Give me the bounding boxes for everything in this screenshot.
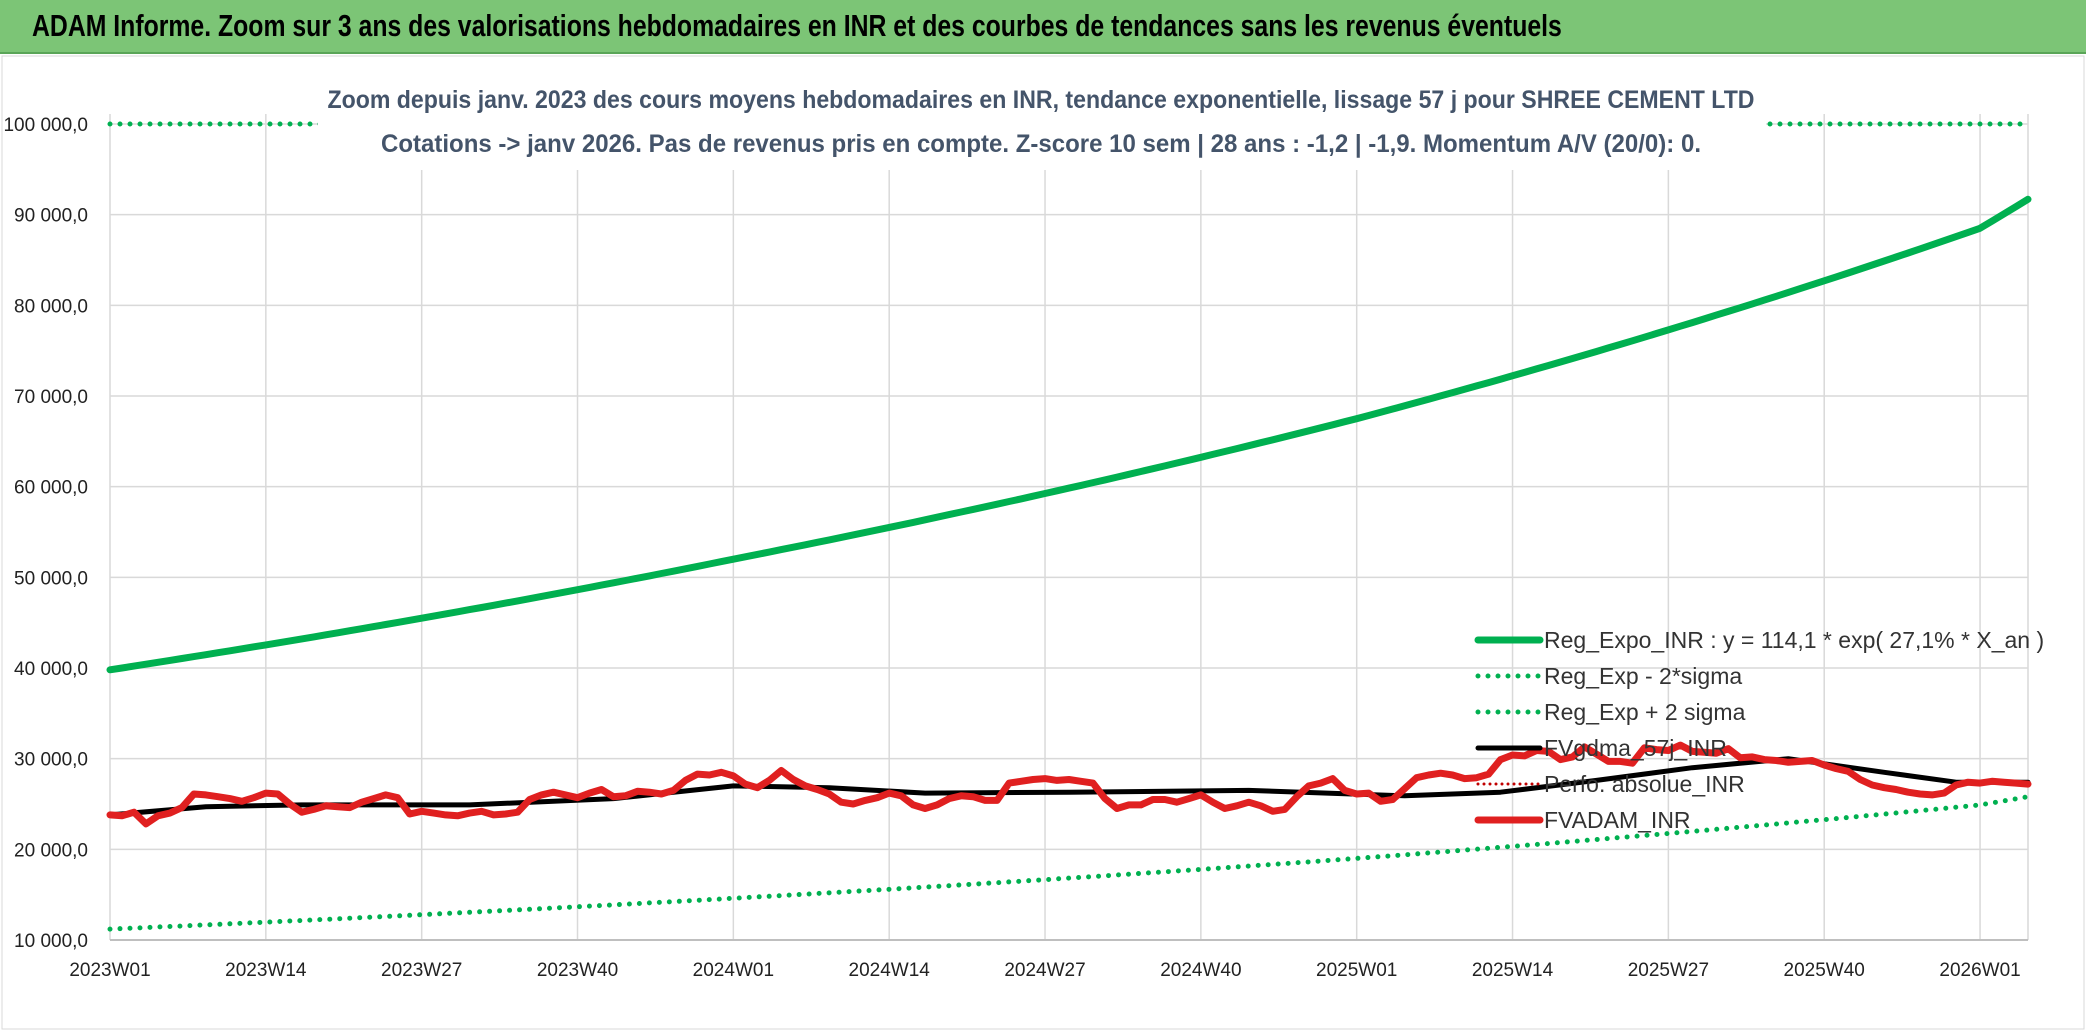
y-tick-label: 30 000,0 — [14, 750, 88, 771]
y-tick-label: 60 000,0 — [14, 478, 88, 499]
x-tick-label: 2024W01 — [693, 960, 774, 981]
series-line-1 — [106, 195, 2032, 674]
axes: 10 000,0 20 000,0 30 000,0 40 000,0 50 000,0… — [3, 115, 2028, 981]
x-tick-label: 2025W40 — [1784, 960, 1865, 981]
x-tick-label: 2024W27 — [1004, 960, 1085, 981]
y-tick-label: 80 000,0 — [14, 296, 88, 317]
x-tick-label: 2025W27 — [1628, 960, 1709, 981]
x-tick-label: 2024W40 — [1160, 960, 1241, 981]
series-layer — [106, 121, 2032, 932]
y-tick-label: 40 000,0 — [14, 659, 88, 680]
series-line-2 — [107, 794, 2031, 932]
x-tick-label: 2026W01 — [1939, 960, 2020, 981]
x-tick-label: 2023W27 — [381, 960, 462, 981]
x-tick-label: 2024W14 — [849, 960, 931, 981]
legend: Reg_Expo_INR : y = 114,1 * exp( 27,1% * … — [1474, 627, 2044, 833]
x-tick-label: 2023W40 — [537, 960, 618, 981]
x-tick-label: 2025W01 — [1316, 960, 1397, 981]
legend-label: Reg_Exp + 2 sigma — [1544, 699, 1746, 725]
legend-label: Perfo. absolue_INR — [1544, 771, 1745, 797]
chart-title: Zoom depuis janv. 2023 des cours moyens … — [328, 86, 1755, 114]
x-tick-label: 2025W14 — [1472, 960, 1554, 981]
y-tick-label: 100 000,0 — [3, 115, 88, 136]
x-tick-label: 2023W01 — [69, 960, 150, 981]
chart-title-box — [318, 74, 1766, 170]
x-tick-label: 2023W14 — [225, 960, 307, 981]
legend-label: FVgdma_57j_INR — [1544, 735, 1727, 761]
legend-label: Reg_Expo_INR : y = 114,1 * exp( 27,1% * … — [1544, 627, 2044, 653]
y-tick-label: 10 000,0 — [14, 931, 88, 952]
legend-label: Reg_Exp - 2*sigma — [1544, 663, 1742, 689]
legend-label: FVADAM_INR — [1544, 807, 1691, 833]
y-tick-label: 90 000,0 — [14, 206, 88, 227]
chart-subtitle: Cotations -> janv 2026. Pas de revenus p… — [381, 130, 1701, 158]
y-tick-label: 70 000,0 — [14, 387, 88, 408]
y-tick-label: 20 000,0 — [14, 840, 88, 861]
y-tick-label: 50 000,0 — [14, 568, 88, 589]
page-title: ADAM Informe. Zoom sur 3 ans des valoris… — [32, 8, 1562, 43]
header-bar: ADAM Informe. Zoom sur 3 ans des valoris… — [0, 0, 2086, 54]
series-line-6 — [106, 741, 2032, 828]
line-chart: 10 000,0 20 000,0 30 000,0 40 000,0 50 000,0… — [1, 55, 2085, 1030]
